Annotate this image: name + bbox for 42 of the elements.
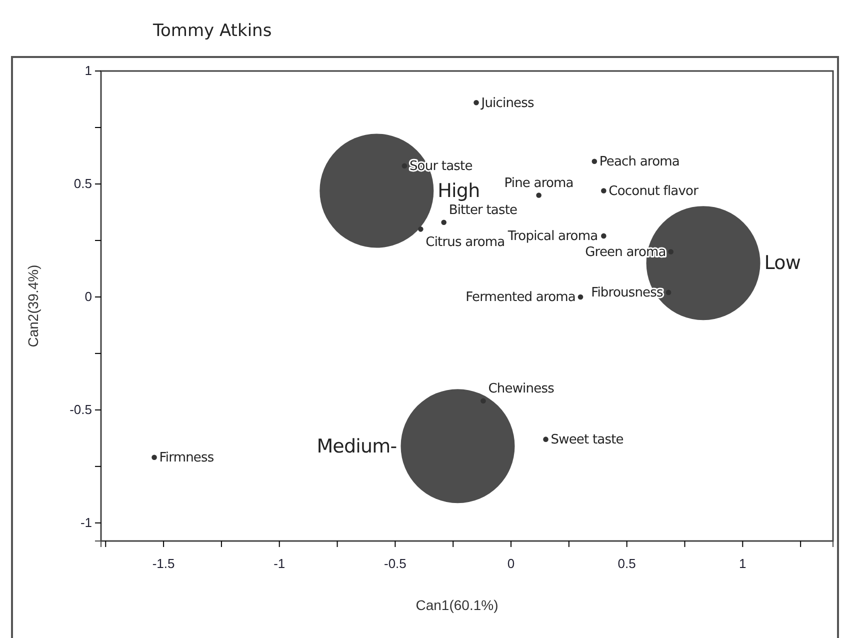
point	[480, 398, 486, 404]
series-label: Coconut flavor	[608, 184, 700, 199]
series-label: Firmness	[159, 450, 214, 466]
y-axis-title: Can2(39.4%)	[25, 264, 41, 348]
x-tick-label: 0	[507, 556, 515, 572]
x-tick-label: -1	[274, 556, 286, 572]
point	[601, 233, 606, 239]
point	[474, 100, 479, 106]
series-label: Bitter taste	[448, 203, 518, 218]
series-label: Chewiness	[488, 382, 555, 397]
y-tick-label: -1	[80, 515, 92, 530]
x-tick-label: 0.5	[618, 556, 636, 572]
y-tick-label: 0	[84, 289, 92, 304]
point	[666, 290, 672, 296]
x-tick-label: 1	[739, 556, 746, 572]
y-tick-label: 1	[84, 63, 92, 78]
y-tick-label: -0.5	[70, 402, 92, 418]
series-label: Pine aroma	[504, 176, 574, 191]
point	[578, 294, 584, 300]
series-label: Medium-	[316, 435, 397, 458]
x-tick-label: -0.5	[384, 556, 406, 572]
series-label: Peach aroma	[599, 154, 680, 170]
x-axis-title: Can1(60.1%)	[416, 597, 498, 613]
point	[592, 158, 598, 164]
point	[152, 454, 157, 460]
series-label: Citrus aroma	[426, 234, 505, 250]
series-label: Tropical aroma	[506, 229, 598, 244]
point	[418, 226, 424, 232]
point	[402, 163, 408, 169]
point	[536, 192, 542, 198]
series-label: Sweet taste	[550, 432, 624, 448]
point	[668, 249, 674, 254]
point	[543, 436, 548, 442]
chart-title: Tommy Atkins	[152, 21, 272, 41]
series-label: Low	[764, 252, 800, 274]
series-label: High	[438, 180, 480, 202]
series-label: Juiciness	[480, 96, 535, 111]
x-tick-label: -1.5	[152, 556, 175, 572]
y-tick-label: 0.5	[74, 176, 92, 192]
series-label: Fermented aroma	[466, 290, 576, 306]
point	[601, 188, 606, 194]
point	[441, 220, 446, 226]
